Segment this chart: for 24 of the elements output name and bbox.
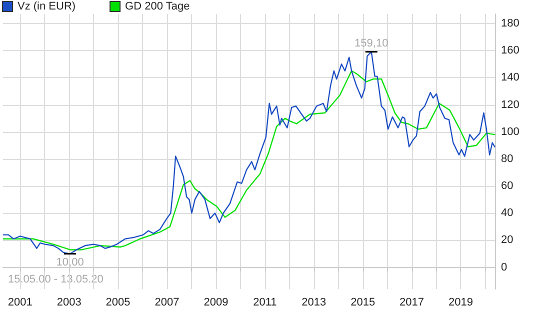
y-tick-label: 180 [501, 17, 520, 30]
y-tick-label: 80 [501, 152, 514, 165]
y-tick-label: 140 [501, 72, 520, 84]
annotation: 159,10 [354, 37, 388, 50]
x-tick-label: 2007 [154, 296, 180, 308]
x-tick-label: 2003 [56, 296, 82, 308]
legend-label: GD 200 Tage [125, 0, 190, 12]
y-tick-label: 20 [501, 234, 514, 246]
annotation: 10,00 [56, 256, 84, 268]
y-tick-label: 0 [501, 261, 508, 274]
x-tick-label: 2001 [8, 296, 32, 308]
x-tick-label: 2017 [400, 296, 424, 308]
y-tick-label: 60 [501, 180, 514, 192]
y-tick-label: 120 [501, 98, 520, 111]
x-tick-label: 2005 [106, 296, 130, 308]
x-tick-label: 2013 [302, 296, 326, 308]
x-tick-label: 2015 [350, 296, 376, 308]
y-tick-label: 100 [501, 126, 520, 138]
legend-label: Vz (in EUR) [18, 0, 76, 12]
y-tick-label: 40 [501, 207, 514, 220]
x-tick-label: 2019 [448, 296, 473, 308]
x-tick-label: 2011 [253, 296, 277, 308]
x-tick-label: 2009 [204, 296, 228, 308]
y-tick-label: 160 [501, 44, 520, 57]
